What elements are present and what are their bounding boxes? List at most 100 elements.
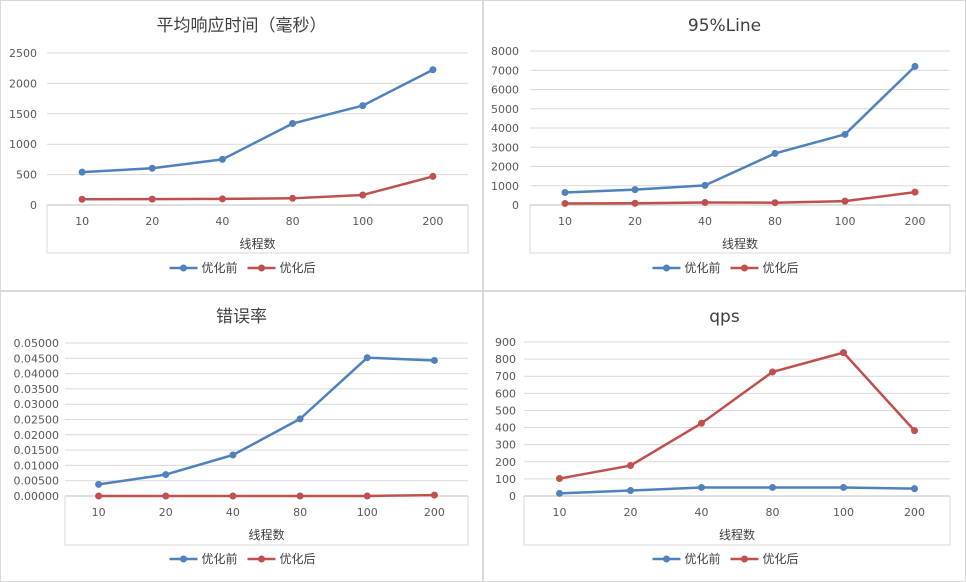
- data-point: [430, 491, 438, 499]
- series-line-0: [82, 68, 434, 174]
- legend-swatch-marker: [258, 555, 265, 563]
- x-axis-title: 线程数: [722, 236, 758, 251]
- x-tick-label: 80: [768, 215, 782, 228]
- data-point: [771, 149, 779, 157]
- y-tick-label: 0.02500: [14, 414, 60, 427]
- y-tick-label: 1000: [491, 180, 519, 193]
- y-tick-label: 1500: [9, 108, 37, 121]
- data-point: [556, 475, 563, 483]
- y-tick-label: 0: [30, 199, 37, 212]
- data-point: [561, 199, 569, 207]
- chart-qps: qps 0 100 200 300 400 500 600 700 800 900 10 20 40 80 1…: [483, 291, 966, 582]
- y-tick-label: 100: [495, 473, 516, 486]
- data-point: [359, 191, 367, 199]
- x-tick-label: 10: [75, 215, 89, 228]
- category-axis-frame: [523, 496, 951, 546]
- data-point: [95, 492, 103, 500]
- y-tick-label: 700: [495, 370, 516, 383]
- legend-label: 优化后: [763, 261, 799, 275]
- x-tick-label: 40: [226, 506, 240, 519]
- series-line-1: [82, 175, 434, 201]
- y-tick-label: 2000: [491, 161, 519, 174]
- data-point: [701, 181, 709, 189]
- data-point: [429, 172, 437, 180]
- x-tick-label: 40: [695, 506, 709, 519]
- legend-swatch-marker: [663, 264, 670, 272]
- y-tick-label: 400: [495, 422, 516, 435]
- chart-title: 错误率: [216, 307, 267, 327]
- y-tick-label: 0.00500: [14, 475, 60, 488]
- data-point: [841, 130, 849, 138]
- data-point: [78, 195, 86, 203]
- data-point: [296, 492, 304, 500]
- data-point: [229, 451, 237, 459]
- data-point: [430, 356, 438, 364]
- legend-label: 优化后: [280, 552, 316, 566]
- series-line-1: [559, 351, 916, 480]
- x-tick-label: 20: [628, 215, 642, 228]
- chart-title: qps: [709, 307, 740, 327]
- chart-svg: 错误率 0.00000 0.00500 0.01000 0.01500 0.02000 0.…: [14, 307, 469, 566]
- y-tick-label: 8000: [491, 45, 519, 58]
- series-line-0: [559, 486, 915, 495]
- y-tick-label: 1000: [9, 138, 37, 151]
- legend-swatch-marker: [180, 264, 187, 272]
- data-point: [359, 102, 367, 110]
- y-tick-label: 0: [512, 199, 519, 212]
- data-point: [78, 168, 86, 176]
- legend-swatch-marker: [741, 264, 748, 272]
- legend-label: 优化后: [280, 261, 316, 275]
- category-axis-frame: [64, 496, 469, 546]
- category-axis-frame: [529, 205, 951, 254]
- x-tick-label: 200: [424, 506, 445, 519]
- chart-avg-response-time: 平均响应时间（毫秒） 0 500 1000 1500 2000 2500 10 20 40 80 10…: [0, 0, 483, 291]
- y-tick-label: 4000: [491, 122, 519, 135]
- data-point: [698, 419, 705, 427]
- data-point: [148, 195, 156, 203]
- y-tick-label: 0.02000: [14, 429, 60, 442]
- y-tick-label: 3000: [491, 141, 519, 154]
- data-point: [631, 199, 639, 207]
- x-tick-label: 100: [352, 215, 373, 228]
- x-tick-label: 10: [92, 506, 106, 519]
- data-point: [162, 471, 170, 479]
- data-point: [769, 483, 776, 491]
- y-tick-label: 200: [495, 456, 516, 469]
- y-tick-label: 0.04500: [14, 352, 60, 365]
- legend-label: 优化前: [685, 551, 721, 566]
- data-point: [289, 194, 297, 202]
- y-tick-label: 0.01500: [14, 444, 60, 457]
- legend-swatch-marker: [663, 555, 670, 563]
- chart-svg: 95%Line 0 1000 2000 3000 4000 5000 6000 7000 8000…: [491, 16, 951, 275]
- x-tick-label: 10: [558, 215, 572, 228]
- chart-title: 平均响应时间（毫秒）: [157, 16, 327, 36]
- x-tick-label: 10: [553, 506, 567, 519]
- x-tick-label: 20: [159, 506, 173, 519]
- data-point: [840, 349, 847, 357]
- data-point: [698, 483, 705, 491]
- x-tick-label: 80: [293, 506, 307, 519]
- data-point: [627, 487, 634, 495]
- data-point: [363, 354, 371, 362]
- series-line-0: [98, 356, 435, 486]
- x-tick-label: 200: [422, 215, 443, 228]
- data-point: [289, 120, 297, 128]
- legend-swatch-marker: [258, 264, 265, 272]
- x-tick-label: 100: [833, 506, 854, 519]
- legend-label: 优化前: [202, 551, 238, 566]
- x-tick-label: 200: [905, 215, 926, 228]
- y-tick-label: 0.00000: [14, 490, 60, 503]
- y-tick-label: 600: [495, 387, 516, 400]
- y-tick-label: 2000: [9, 77, 37, 90]
- chart-svg: qps 0 100 200 300 400 500 600 700 800 900 10 20 40 80 1…: [495, 307, 951, 566]
- legend-label: 优化前: [202, 260, 238, 275]
- data-point: [556, 489, 563, 497]
- y-tick-label: 0.01000: [14, 459, 60, 472]
- series-line-0: [564, 65, 916, 194]
- chart-error-rate: 错误率 0.00000 0.00500 0.01000 0.01500 0.02000 0.…: [0, 291, 483, 582]
- y-tick-label: 500: [16, 169, 37, 182]
- x-axis-title: 线程数: [248, 527, 284, 542]
- data-point: [363, 492, 371, 500]
- data-point: [229, 492, 237, 500]
- y-tick-label: 0.03000: [14, 398, 60, 411]
